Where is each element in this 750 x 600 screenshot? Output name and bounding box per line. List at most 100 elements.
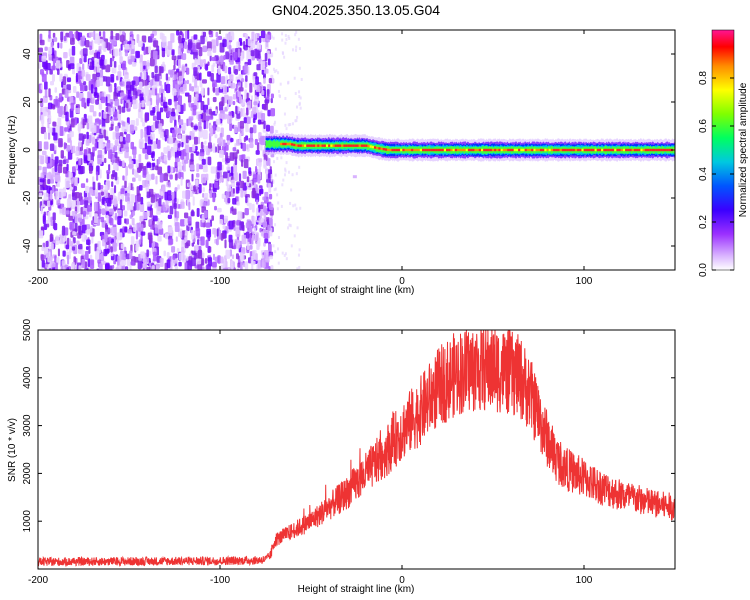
colorbar-label: Normalized spectral amplitude	[738, 82, 749, 217]
ridge-core	[387, 148, 390, 152]
noise-cell	[63, 142, 66, 150]
noise-cell	[240, 52, 244, 61]
noise-cell	[226, 104, 230, 110]
noise-cell	[198, 164, 204, 170]
noise-cell	[104, 189, 108, 198]
noise-cell	[105, 106, 109, 113]
noise-cell	[175, 157, 180, 163]
noise-cell	[243, 158, 249, 169]
noise-cell	[92, 181, 96, 191]
noise-cell	[166, 110, 171, 118]
ridge-core	[614, 148, 617, 152]
noise-cell	[130, 261, 135, 266]
noise-cell	[263, 205, 267, 213]
noise-cell	[270, 265, 274, 270]
noise-cell	[287, 217, 290, 221]
noise-cell	[42, 215, 46, 225]
noise-cell	[266, 269, 270, 270]
noise-cell	[183, 103, 186, 112]
noise-cell	[62, 76, 67, 85]
noise-cell	[168, 135, 174, 145]
noise-cell	[185, 189, 190, 200]
ridge-core	[323, 144, 326, 147]
noise-cell	[218, 65, 221, 75]
noise-cell	[154, 86, 158, 96]
noise-cell	[168, 181, 171, 188]
noise-cell	[165, 73, 169, 81]
ridge-core	[422, 148, 425, 152]
noise-cell	[113, 111, 119, 121]
noise-cell	[258, 237, 261, 247]
ridge-core	[612, 148, 615, 152]
noise-cell	[71, 263, 75, 270]
noise-cell	[138, 185, 143, 191]
noise-cell	[176, 108, 179, 117]
ridge-core	[301, 144, 305, 147]
noise-cell	[120, 265, 126, 270]
noise-cell	[119, 30, 122, 36]
noise-cell	[206, 264, 212, 270]
noise-cell	[173, 142, 178, 153]
noise-cell	[130, 236, 135, 245]
noise-cell	[60, 38, 63, 43]
noise-cell	[275, 69, 278, 73]
noise-cell	[129, 264, 132, 270]
noise-cell	[195, 151, 200, 156]
noise-cell	[249, 132, 253, 142]
noise-cell	[265, 217, 270, 223]
ridge-core	[640, 148, 643, 152]
noise-cell	[239, 240, 242, 248]
noise-cell	[295, 207, 298, 211]
noise-cell	[50, 190, 53, 200]
ridge-core	[315, 144, 318, 147]
noise-cell	[159, 87, 162, 96]
noise-cell	[299, 106, 302, 110]
noise-cell	[236, 201, 240, 206]
noise-cell	[281, 32, 284, 36]
noise-cell	[204, 140, 207, 145]
noise-cell	[40, 114, 45, 125]
noise-cell	[284, 123, 287, 127]
noise-cell	[46, 185, 51, 194]
noise-cell	[178, 252, 184, 261]
noise-cell	[161, 35, 167, 43]
noise-cell	[112, 242, 117, 252]
noise-cell	[111, 118, 114, 126]
noise-cell	[98, 112, 101, 117]
noise-cell	[224, 65, 228, 74]
top-x-tick-label: 0	[399, 276, 405, 287]
noise-cell	[69, 221, 75, 230]
noise-cell	[109, 57, 113, 68]
noise-cell	[137, 259, 142, 270]
noise-cell	[80, 199, 86, 205]
noise-cell	[81, 69, 85, 77]
noise-cell	[219, 218, 224, 225]
noise-cell	[124, 50, 128, 57]
noise-cell	[99, 77, 104, 87]
noise-cell	[287, 123, 290, 127]
noise-cell	[88, 32, 94, 37]
noise-cell	[43, 223, 48, 230]
noise-cell	[178, 134, 182, 140]
ridge-core	[563, 148, 567, 152]
ridge-core	[651, 148, 654, 152]
noise-cell	[268, 193, 273, 200]
noise-cell	[54, 262, 58, 270]
noise-cell	[229, 122, 233, 132]
noise-cell	[124, 218, 127, 224]
noise-cell	[274, 250, 277, 254]
noise-cell	[182, 149, 187, 157]
noise-cell	[295, 30, 298, 34]
noise-cell	[96, 171, 99, 181]
noise-cell	[39, 69, 44, 75]
ridge-core	[546, 148, 549, 152]
noise-cell	[47, 132, 51, 140]
noise-cell	[119, 253, 122, 262]
noise-cell	[201, 214, 205, 223]
noise-cell	[197, 114, 201, 122]
noise-cell	[164, 233, 169, 240]
noise-cell	[70, 145, 76, 154]
noise-cell	[141, 35, 147, 43]
ridge-core	[371, 145, 374, 149]
noise-cell	[255, 150, 260, 155]
